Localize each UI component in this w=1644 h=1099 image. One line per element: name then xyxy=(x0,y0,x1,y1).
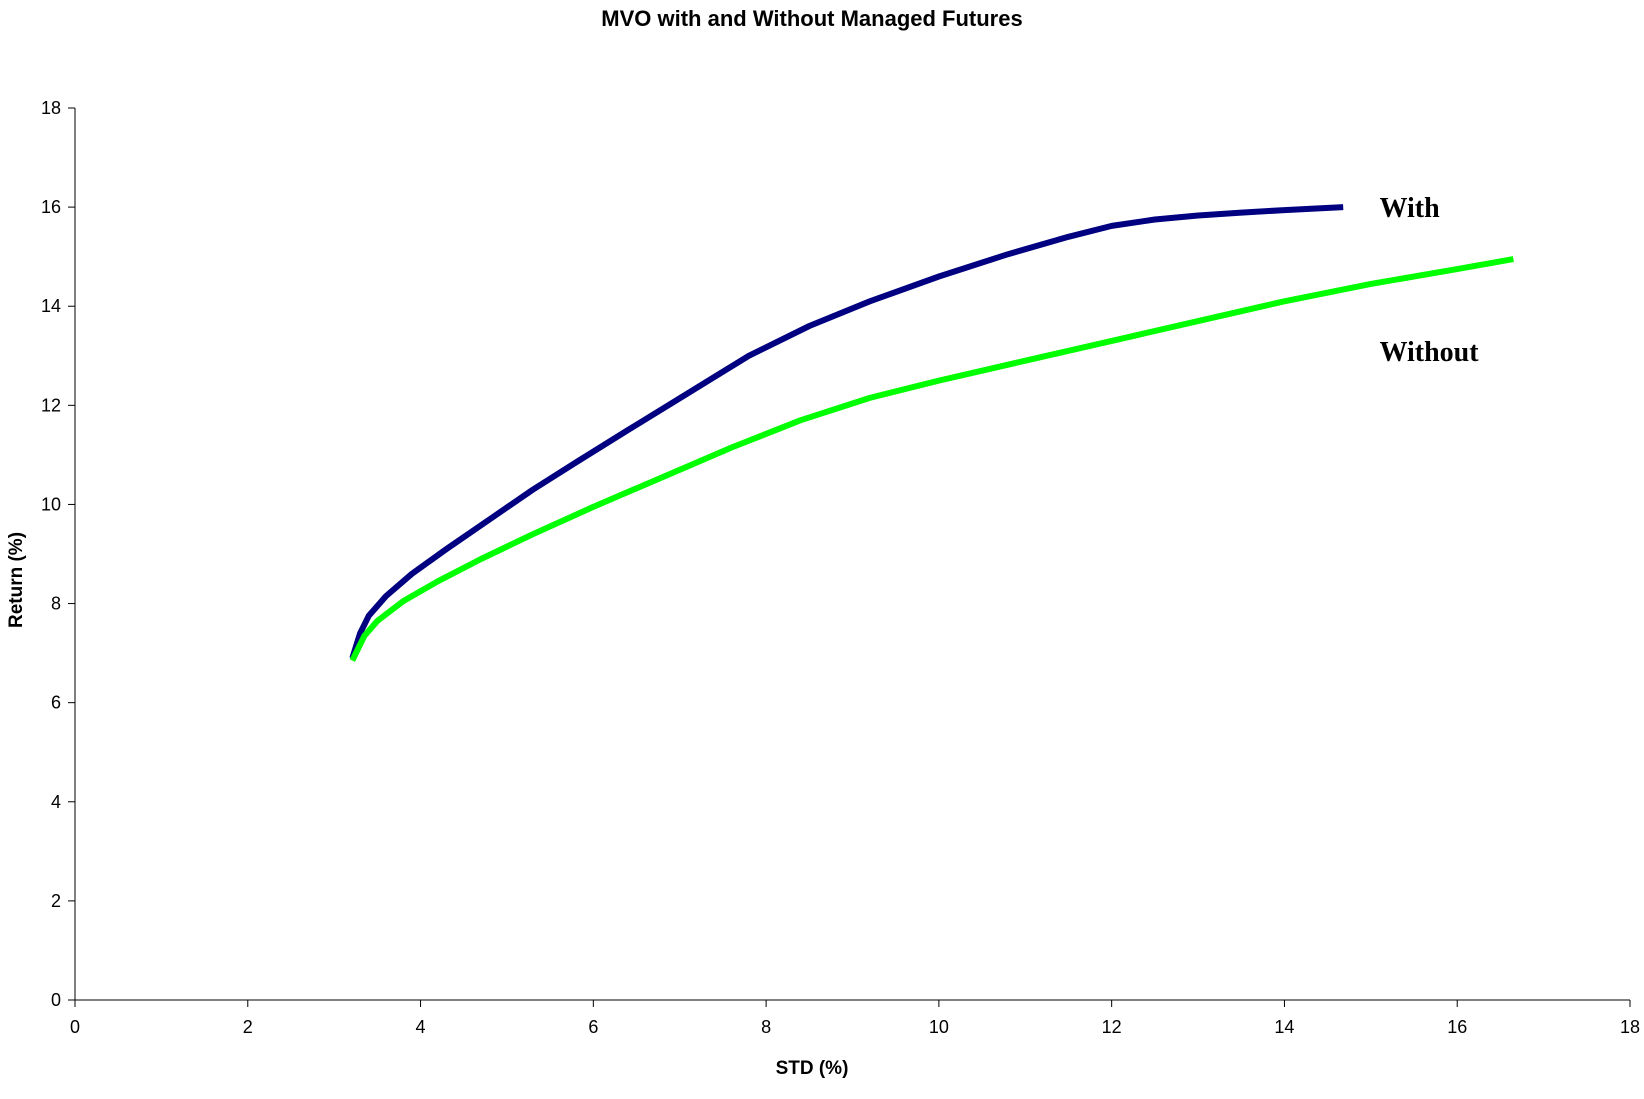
series-line-with xyxy=(349,204,1344,660)
y-tick-label: 6 xyxy=(51,693,61,713)
series-layer xyxy=(349,204,1514,662)
x-tick-label: 14 xyxy=(1274,1017,1294,1037)
x-tick-label: 10 xyxy=(929,1017,949,1037)
x-tick-label: 4 xyxy=(416,1017,426,1037)
y-tick-label: 14 xyxy=(41,296,61,316)
y-tick-label: 2 xyxy=(51,891,61,911)
y-tick-label: 8 xyxy=(51,594,61,614)
series-label-without: Without xyxy=(1379,337,1479,368)
y-axis-title: Return (%) xyxy=(6,532,27,628)
y-tick-label: 16 xyxy=(41,197,61,217)
series-label-with: With xyxy=(1379,193,1440,224)
x-tick-label: 0 xyxy=(70,1017,80,1037)
x-tick-label: 12 xyxy=(1102,1017,1122,1037)
annotation-layer: With Without xyxy=(1379,193,1479,368)
x-axis-title: STD (%) xyxy=(776,1058,849,1079)
x-tick-label: 6 xyxy=(588,1017,598,1037)
x-tick-label: 18 xyxy=(1620,1017,1640,1037)
chart-title: MVO with and Without Managed Futures xyxy=(601,6,1022,31)
x-tick-label: 2 xyxy=(243,1017,253,1037)
y-tick-label: 12 xyxy=(41,395,61,415)
y-tick-label: 18 xyxy=(41,98,61,118)
x-tick-label: 8 xyxy=(761,1017,771,1037)
y-tick-label: 0 xyxy=(51,990,61,1010)
x-tick-label: 16 xyxy=(1447,1017,1467,1037)
series-line-without xyxy=(349,256,1514,662)
y-tick-label: 4 xyxy=(51,792,61,812)
y-tick-label: 10 xyxy=(41,494,61,514)
axes: 0 2 4 6 8 10 12 14 16 18 0 2 4 6 8 10 12 14 16 18 xyxy=(41,98,1640,1037)
